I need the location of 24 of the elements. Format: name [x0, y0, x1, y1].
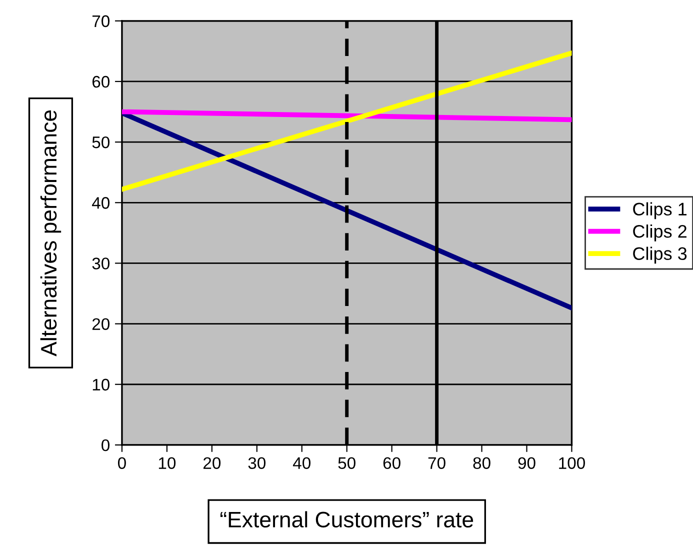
x-tick-label: 70 [428, 457, 446, 469]
legend-label: Clips 1 [633, 202, 687, 220]
legend-label: Clips 2 [633, 224, 686, 242]
y-tick-label: 50 [92, 136, 110, 148]
x-tick-label: 50 [338, 457, 356, 469]
x-tick-label: 20 [203, 457, 221, 469]
x-axis-title: “External Customers” rate [220, 511, 474, 528]
x-tick-label: 30 [248, 457, 266, 469]
y-tick-label: 70 [92, 15, 110, 28]
y-tick-label: 10 [92, 378, 110, 391]
y-tick-label: 0 [102, 439, 110, 452]
y-axis-title: Alternatives performance [40, 110, 62, 356]
x-tick-label: 0 [118, 457, 126, 469]
x-tick-label: 90 [518, 457, 536, 469]
x-tick-label: 100 [559, 457, 585, 469]
y-tick-label: 30 [92, 258, 110, 270]
y-tick-label: 20 [92, 318, 110, 330]
y-tick-label: 40 [92, 197, 110, 209]
x-tick-label: 60 [383, 457, 400, 469]
x-tick-label: 80 [473, 457, 490, 469]
y-tick-label: 60 [92, 76, 110, 88]
legend-label: Clips 3 [633, 246, 687, 264]
x-tick-label: 40 [292, 457, 310, 469]
x-tick-label: 10 [158, 457, 176, 469]
